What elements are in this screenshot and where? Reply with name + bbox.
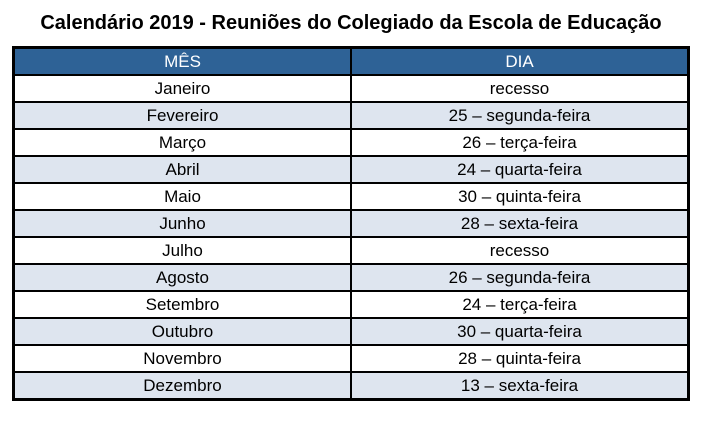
header-cell-dia: DIA	[350, 46, 690, 76]
mes-cell: Abril	[12, 155, 352, 184]
mes-cell: Novembro	[12, 344, 352, 373]
header-row: MÊS DIA	[12, 46, 690, 76]
mes-cell: Fevereiro	[12, 101, 352, 130]
calendar-table: MÊS DIA Janeiro recesso Fevereiro 25 – s…	[12, 46, 690, 401]
mes-cell: Junho	[12, 209, 352, 238]
dia-cell: 26 – segunda-feira	[350, 263, 690, 292]
page: Calendário 2019 - Reuniões do Colegiado …	[0, 11, 702, 401]
dia-cell: 28 – quinta-feira	[350, 344, 690, 373]
mes-cell: Dezembro	[12, 371, 352, 401]
header-cell-mes: MÊS	[12, 46, 352, 76]
table-row: Fevereiro 25 – segunda-feira	[12, 101, 690, 130]
dia-cell: 28 – sexta-feira	[350, 209, 690, 238]
dia-cell: 26 – terça-feira	[350, 128, 690, 157]
table-row: Julho recesso	[12, 236, 690, 265]
dia-cell: 25 – segunda-feira	[350, 101, 690, 130]
dia-cell: 24 – quarta-feira	[350, 155, 690, 184]
table-row: Janeiro recesso	[12, 74, 690, 103]
mes-cell: Março	[12, 128, 352, 157]
mes-cell: Outubro	[12, 317, 352, 346]
dia-cell: 30 – quinta-feira	[350, 182, 690, 211]
dia-cell: recesso	[350, 236, 690, 265]
table-body: Janeiro recesso Fevereiro 25 – segunda-f…	[12, 74, 690, 401]
dia-cell: 13 – sexta-feira	[350, 371, 690, 401]
mes-cell: Janeiro	[12, 74, 352, 103]
table-row: Novembro 28 – quinta-feira	[12, 344, 690, 373]
table-row: Outubro 30 – quarta-feira	[12, 317, 690, 346]
dia-cell: 24 – terça-feira	[350, 290, 690, 319]
table-row: Abril 24 – quarta-feira	[12, 155, 690, 184]
dia-cell: 30 – quarta-feira	[350, 317, 690, 346]
mes-cell: Julho	[12, 236, 352, 265]
mes-cell: Setembro	[12, 290, 352, 319]
table-row: Agosto 26 – segunda-feira	[12, 263, 690, 292]
dia-cell: recesso	[350, 74, 690, 103]
table-head: MÊS DIA	[12, 46, 690, 76]
table-row: Setembro 24 – terça-feira	[12, 290, 690, 319]
table-row: Junho 28 – sexta-feira	[12, 209, 690, 238]
table-row: Dezembro 13 – sexta-feira	[12, 371, 690, 401]
mes-cell: Maio	[12, 182, 352, 211]
mes-cell: Agosto	[12, 263, 352, 292]
page-title: Calendário 2019 - Reuniões do Colegiado …	[40, 12, 662, 34]
table-row: Maio 30 – quinta-feira	[12, 182, 690, 211]
table-row: Março 26 – terça-feira	[12, 128, 690, 157]
